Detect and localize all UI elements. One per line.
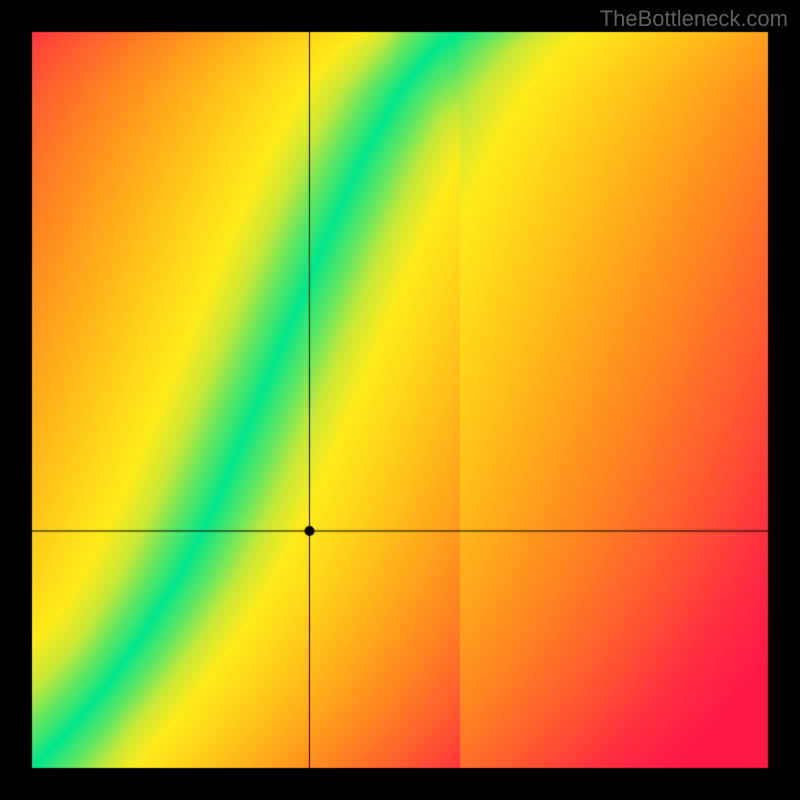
chart-container: TheBottleneck.com — [0, 0, 800, 800]
watermark-text: TheBottleneck.com — [600, 6, 788, 32]
heatmap-canvas — [0, 0, 800, 800]
